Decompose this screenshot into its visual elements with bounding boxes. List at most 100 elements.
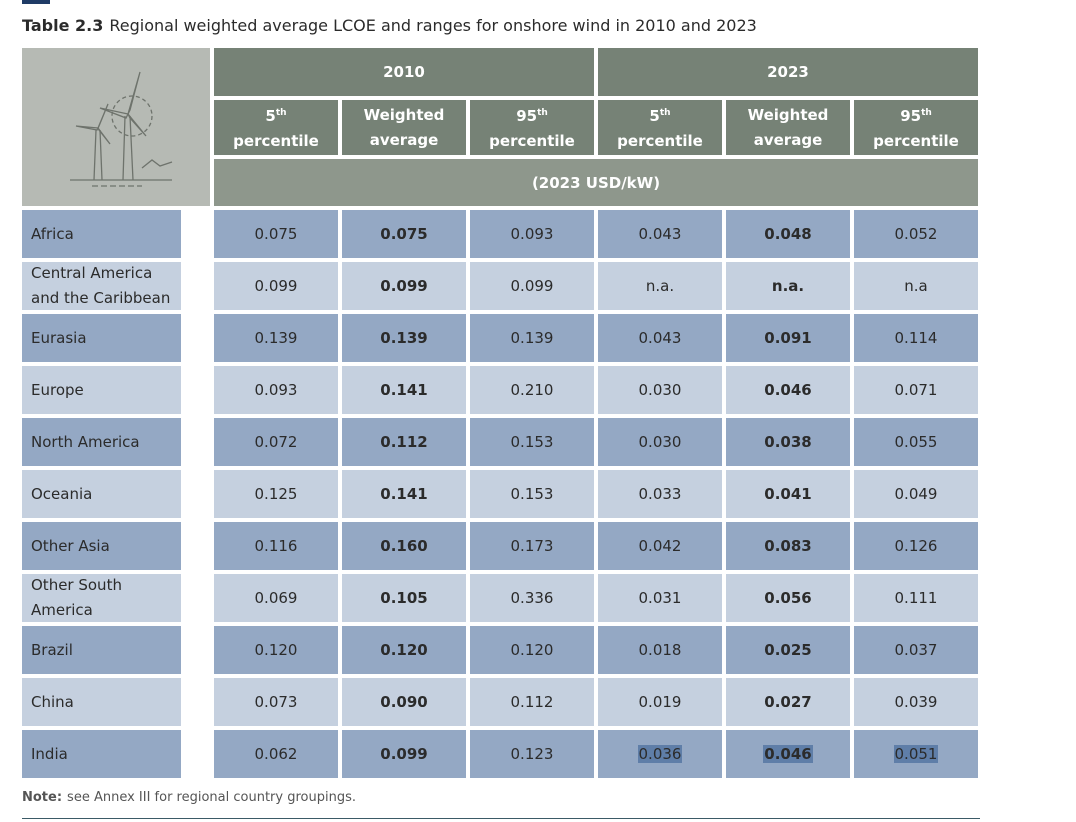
cell-value: 0.125 (254, 485, 298, 503)
cell-value: 0.042 (638, 537, 682, 555)
cell-value: 0.039 (894, 693, 938, 711)
table-cell: 0.090 (342, 678, 466, 726)
cell-value: 0.141 (380, 381, 428, 399)
cell-value: 0.093 (254, 381, 298, 399)
table-cell: 0.093 (214, 366, 338, 414)
column-header-line: percentile (233, 132, 319, 150)
cell-value: n.a (904, 277, 928, 295)
group-header: 2010 (214, 48, 594, 96)
note-label: Note: (22, 790, 63, 805)
column-header: Weighted average (342, 100, 466, 155)
table-cell: 0.048 (726, 210, 850, 258)
unit-row: (2023 USD/kW) (214, 159, 978, 206)
table-cell: 0.126 (854, 522, 978, 570)
table-cell: 0.099 (214, 262, 338, 310)
table-cell: 0.120 (342, 626, 466, 674)
column-header: 95th percentile (470, 100, 594, 155)
table-cell: 0.025 (726, 626, 850, 674)
row-label: India (22, 730, 181, 778)
column-header-line: percentile (617, 132, 703, 150)
table-cell: 0.139 (470, 314, 594, 362)
cell-value: 0.071 (894, 381, 938, 399)
cell-value: 0.051 (893, 745, 939, 763)
column-header-line: percentile (873, 132, 959, 150)
header-image (22, 48, 210, 206)
table-cell: 0.039 (854, 678, 978, 726)
cell-value: n.a. (645, 277, 675, 295)
cell-value: 0.031 (638, 589, 682, 607)
cell-value: 0.120 (380, 641, 428, 659)
cell-value: 0.091 (764, 329, 812, 347)
table-cell: 0.041 (726, 470, 850, 518)
cell-value: 0.114 (894, 329, 938, 347)
cell-value: 0.116 (254, 537, 298, 555)
cell-value: 0.336 (510, 589, 554, 607)
table-cell: 0.139 (214, 314, 338, 362)
cell-value: 0.056 (764, 589, 812, 607)
title-label: Table 2.3 (22, 16, 104, 35)
note: Note: see Annex III for regional country … (22, 790, 356, 805)
table-cell: 0.042 (598, 522, 722, 570)
row-label: China (22, 678, 181, 726)
column-header-text: 95th percentile (873, 101, 959, 154)
table-cell: n.a. (726, 262, 850, 310)
table-cell: 0.018 (598, 626, 722, 674)
cell-value: 0.072 (254, 433, 298, 451)
table-cell: 0.160 (342, 522, 466, 570)
table-cell: 0.038 (726, 418, 850, 466)
cell-value: 0.037 (894, 641, 938, 659)
cell-value: 0.030 (638, 433, 682, 451)
column-header: 5th percentile (598, 100, 722, 155)
column-header: 95th percentile (854, 100, 978, 155)
cell-value: 0.139 (254, 329, 298, 347)
table-cell: 0.141 (342, 470, 466, 518)
column-header-line: 5th (233, 101, 319, 129)
cell-value: 0.046 (764, 381, 812, 399)
table-cell: 0.111 (854, 574, 978, 622)
column-header-line: Weighted average (747, 105, 829, 149)
row-label: Central America and the Caribbean (22, 262, 181, 310)
table-cell: 0.120 (214, 626, 338, 674)
cell-value: 0.111 (894, 589, 938, 607)
table-cell: 0.030 (598, 366, 722, 414)
ordinal-suffix: th (659, 108, 671, 118)
table-cell: 0.153 (470, 418, 594, 466)
cell-value: 0.038 (764, 433, 812, 451)
table-cell: 0.046 (726, 366, 850, 414)
column-header-line: 5th (617, 101, 703, 129)
cell-value: n.a. (771, 277, 805, 295)
column-header-line: 95th (489, 101, 575, 129)
table-cell: 0.153 (470, 470, 594, 518)
cell-value: 0.153 (510, 433, 554, 451)
cell-value: 0.046 (763, 745, 813, 763)
table-cell: 0.112 (342, 418, 466, 466)
cell-value: 0.049 (894, 485, 938, 503)
cell-value: 0.093 (510, 225, 554, 243)
table-cell: 0.049 (854, 470, 978, 518)
table-cell: 0.030 (598, 418, 722, 466)
table-cell: 0.120 (470, 626, 594, 674)
row-label: Other Asia (22, 522, 181, 570)
cell-value: 0.075 (254, 225, 298, 243)
table-cell: 0.052 (854, 210, 978, 258)
wind-icon (70, 71, 173, 187)
cell-value: 0.073 (254, 693, 298, 711)
table-cell: 0.073 (214, 678, 338, 726)
cell-value: 0.019 (638, 693, 682, 711)
table-cell: 0.210 (470, 366, 594, 414)
table-title: Table 2.3 Regional weighted average LCOE … (22, 16, 757, 35)
column-header-line: Weighted average (363, 105, 445, 149)
cell-value: 0.036 (637, 745, 683, 763)
cell-value: 0.043 (638, 225, 682, 243)
cell-value: 0.105 (380, 589, 428, 607)
cell-value: 0.153 (510, 485, 554, 503)
table-cell: 0.099 (342, 262, 466, 310)
cell-value: 0.041 (764, 485, 812, 503)
table-cell: 0.075 (214, 210, 338, 258)
cell-value: 0.126 (894, 537, 938, 555)
table-cell: 0.093 (470, 210, 594, 258)
table-cell: 0.033 (598, 470, 722, 518)
table-cell: 0.139 (342, 314, 466, 362)
ordinal-suffix: th (921, 108, 932, 118)
